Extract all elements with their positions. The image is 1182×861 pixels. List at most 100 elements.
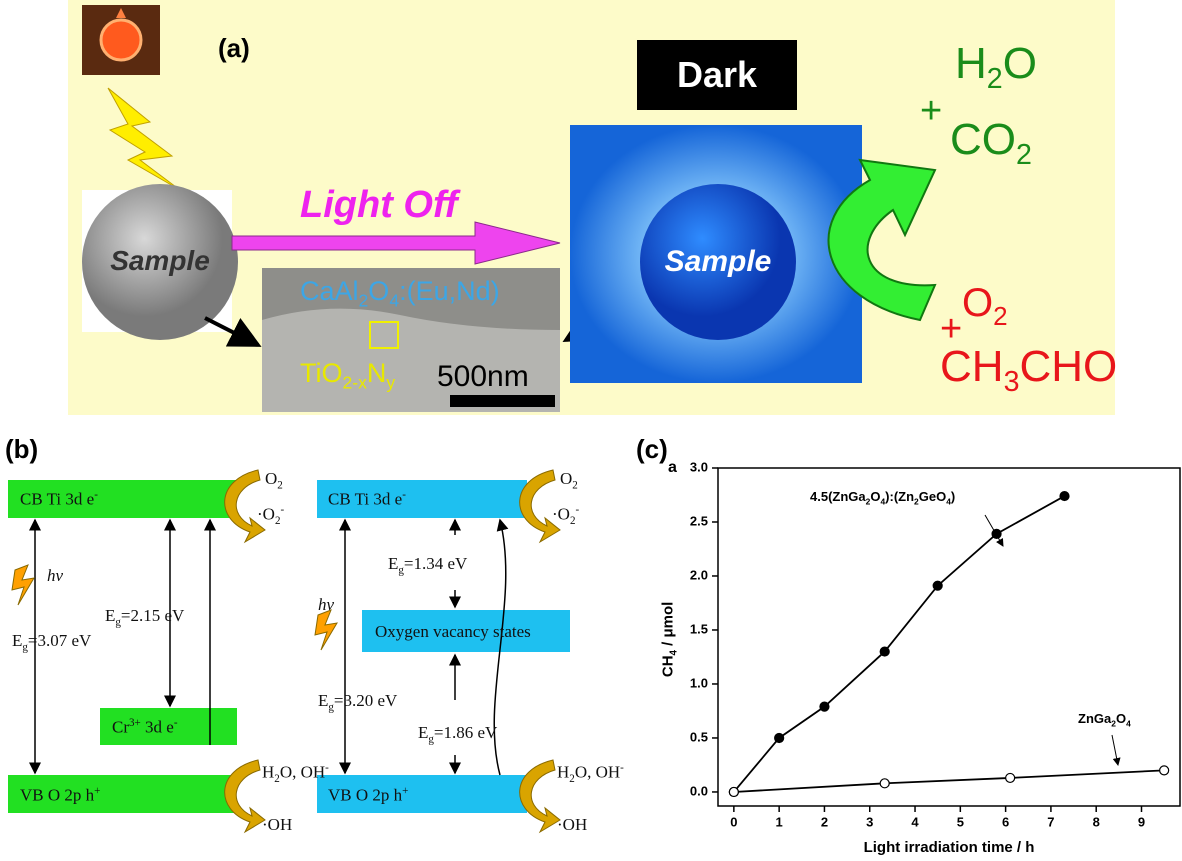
y-tick-label: 0.0 xyxy=(690,783,708,798)
text-part: Cr xyxy=(112,718,129,737)
text-part: CaAl xyxy=(300,276,359,306)
text-part: O, OH xyxy=(280,763,325,782)
page: 0.00.51.01.52.02.53.00123456789 (a) Samp… xyxy=(0,0,1182,861)
text-part: CH xyxy=(940,342,1004,391)
data-point xyxy=(1060,492,1069,501)
text-part: / μmol xyxy=(660,602,677,650)
text-part: CHO xyxy=(1019,342,1117,391)
band-label: VB O 2p h+ xyxy=(328,786,408,804)
text-part: - xyxy=(402,489,406,501)
text-part: - xyxy=(620,762,624,774)
text-part: O, OH xyxy=(575,763,620,782)
data-point xyxy=(992,529,1001,538)
band-label: Oxygen vacancy states xyxy=(375,623,531,640)
product: H2O xyxy=(955,42,1037,93)
text-part: O xyxy=(962,281,993,325)
text-part: ZnGa xyxy=(1078,711,1111,726)
panel-sublabel: a xyxy=(668,460,677,476)
text-part: VB O 2p h xyxy=(20,786,94,805)
series-line xyxy=(734,496,1065,792)
band-label: CB Ti 3d e- xyxy=(20,490,98,508)
panel-label: (b) xyxy=(5,436,38,462)
sample-label: Sample xyxy=(85,247,235,275)
text-part: 4.5(ZnGa xyxy=(810,489,866,504)
data-point xyxy=(880,779,889,788)
dark-label: Dark xyxy=(637,57,797,93)
text-part: 2 xyxy=(359,290,369,310)
text-part: 2 xyxy=(572,479,578,491)
gap-label: Eg=1.86 eV xyxy=(418,724,497,745)
reactant: O2 xyxy=(962,283,1008,329)
panel-label: (a) xyxy=(218,35,250,61)
text-part: 4 xyxy=(1126,719,1131,729)
x-tick-label: 4 xyxy=(911,814,919,829)
text-part: - xyxy=(325,762,329,774)
text-part: CB Ti 3d e xyxy=(20,490,94,509)
text-part: CO xyxy=(950,115,1016,164)
scale-label: 500nm xyxy=(437,362,529,392)
x-tick-label: 1 xyxy=(776,814,783,829)
text-part: H xyxy=(262,763,274,782)
text-part: =1.34 eV xyxy=(404,554,467,573)
text-part: O xyxy=(1116,711,1126,726)
text-part: ·O xyxy=(552,505,570,524)
text-part: O xyxy=(560,469,572,488)
data-point xyxy=(880,647,889,656)
species: O2 xyxy=(265,470,283,491)
annotation-arrow xyxy=(1112,735,1118,765)
chart: 0.00.51.01.52.02.53.00123456789 xyxy=(690,459,1180,829)
x-axis-label: Light irradiation time / h xyxy=(718,840,1180,855)
sun xyxy=(101,20,141,60)
species: H2O, OH- xyxy=(557,763,624,785)
tem-label: CaAl2O4:(Eu,Nd) xyxy=(300,278,500,310)
series-label: 4.5(ZnGa2O4):(Zn2GeO4) xyxy=(810,490,955,506)
plot-frame xyxy=(718,468,1180,806)
data-point xyxy=(933,581,942,590)
text-part: E xyxy=(318,691,328,710)
text-part: O xyxy=(265,469,277,488)
band-label: Cr3+ 3d e- xyxy=(112,718,178,736)
text-part: 2 xyxy=(275,515,281,527)
text-part: E xyxy=(12,631,22,650)
text-part: TiO xyxy=(300,358,343,388)
text-part: CH xyxy=(660,655,677,677)
gap-label: Eg=1.34 eV xyxy=(388,555,467,576)
data-point xyxy=(820,702,829,711)
text-part: + xyxy=(94,785,100,797)
species: ·O2- xyxy=(552,505,579,527)
text-part: - xyxy=(280,504,284,516)
y-axis-label: CH4 / μmol xyxy=(661,579,680,699)
text-part: :(Eu,Nd) xyxy=(399,276,500,306)
text-part: VB O 2p h xyxy=(328,786,402,805)
y-tick-label: 3.0 xyxy=(690,459,708,474)
plus: + xyxy=(920,92,942,130)
x-tick-label: 8 xyxy=(1093,814,1100,829)
x-tick-label: 9 xyxy=(1138,814,1145,829)
text-part: 2 xyxy=(993,301,1007,331)
redox-arrow xyxy=(520,760,560,832)
y-tick-label: 2.0 xyxy=(690,567,708,582)
text-part: O xyxy=(1003,39,1037,88)
sample-label: Sample xyxy=(643,247,793,277)
text-part: 2 xyxy=(570,515,576,527)
species: H2O, OH- xyxy=(262,763,329,785)
y-tick-label: 2.5 xyxy=(690,513,708,528)
band-label: CB Ti 3d e- xyxy=(328,490,406,508)
species: ·O2- xyxy=(257,505,284,527)
scale-bar xyxy=(450,395,555,407)
text-part: - xyxy=(174,717,178,729)
x-tick-label: 3 xyxy=(866,814,873,829)
arrow-label: Light Off xyxy=(300,186,458,224)
text-part: y xyxy=(386,372,395,392)
band-label: VB O 2p h+ xyxy=(20,786,100,804)
text-part: =1.86 eV xyxy=(434,723,497,742)
text-part: H xyxy=(955,39,987,88)
lightning xyxy=(315,610,337,650)
panel-label: (c) xyxy=(636,436,668,462)
text-part: E xyxy=(388,554,398,573)
text-part: ·O xyxy=(257,505,275,524)
text-part: N xyxy=(367,358,387,388)
text-part: CB Ti 3d e xyxy=(328,490,402,509)
species: ·OH xyxy=(557,816,587,833)
text-part: =3.20 eV xyxy=(334,691,397,710)
